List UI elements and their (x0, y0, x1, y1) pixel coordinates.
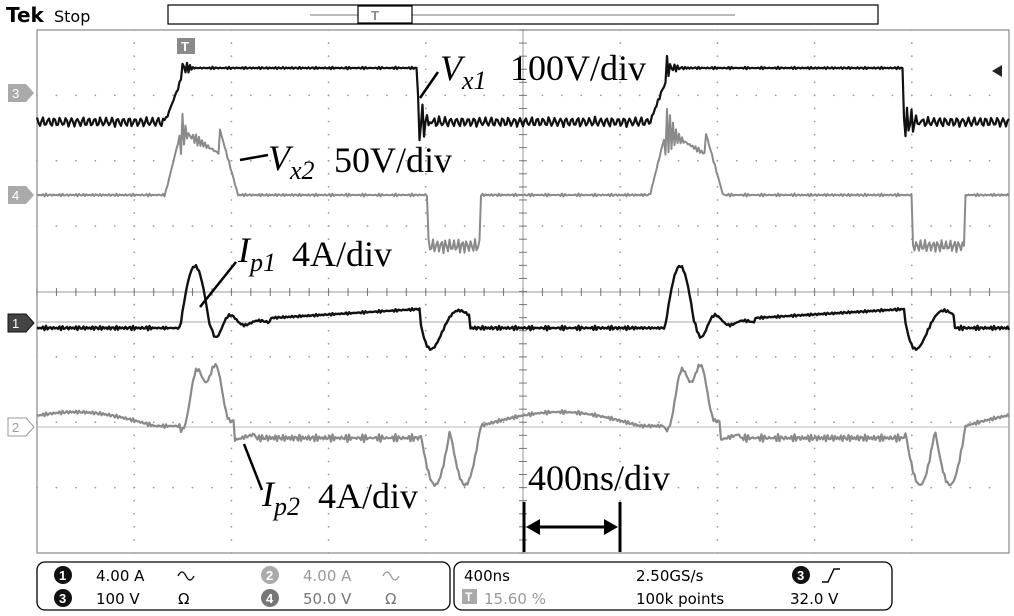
trigger-position-marker-label: T (181, 39, 189, 54)
vx1-scale-label: 100V/div (510, 48, 646, 88)
svg-text:4: 4 (12, 188, 19, 203)
ip1-waveform (36, 263, 1011, 351)
ch1-reference-marker[interactable]: 1 (7, 313, 35, 333)
ch2-reference-marker[interactable]: 2 (7, 417, 35, 437)
acquisition-status: Stop (54, 7, 90, 26)
vx2-waveform (36, 107, 1010, 255)
ch3-impedance-icon: Ω (178, 590, 189, 608)
ip1-scale-label: 4A/div (292, 234, 392, 274)
record-view-bar[interactable]: T (167, 4, 879, 25)
svg-text:Ip1: Ip1 (237, 230, 276, 277)
svg-text:2: 2 (266, 568, 273, 583)
ch1-ac-coupling-icon (177, 571, 195, 581)
svg-text:3: 3 (797, 568, 804, 583)
svg-text:Ip2: Ip2 (261, 474, 300, 521)
svg-text:1: 1 (59, 568, 66, 583)
time-scale-label: 400ns/div (528, 458, 670, 498)
trigger-level-marker[interactable] (992, 65, 1002, 77)
trigger-position-marker[interactable]: T (177, 38, 195, 54)
timebase-value: 400ns (464, 567, 510, 585)
ch4-impedance-icon: Ω (385, 590, 396, 608)
vx2-annotation: Vx2 50V/div (239, 138, 452, 185)
trigger-source-badge (792, 566, 810, 584)
ch1-scale: 4.00 A (96, 567, 145, 585)
svg-text:3: 3 (12, 86, 19, 101)
vx2-scale-label: 50V/div (334, 140, 452, 180)
ch4-badge (261, 589, 279, 607)
ch2-ac-coupling-icon (382, 571, 400, 581)
vx1-waveform (35, 54, 1010, 142)
svg-text:4: 4 (266, 591, 274, 606)
ch3-reference-marker[interactable]: 3 (8, 84, 34, 102)
record-trigger-marker: T (371, 8, 379, 23)
ch2-scale: 4.00 A (303, 567, 352, 585)
svg-text:2: 2 (12, 420, 19, 435)
sample-rate-value: 2.50GS/s (636, 567, 704, 585)
record-length-value: 100k points (636, 590, 724, 608)
graticule (36, 29, 1010, 554)
trigger-level-value: 32.0 V (790, 590, 839, 608)
ch4-reference-marker[interactable]: 4 (8, 186, 34, 204)
svg-text:T: T (465, 590, 473, 604)
ip2-scale-label: 4A/div (318, 476, 418, 516)
svg-text:Vx2: Vx2 (268, 138, 315, 185)
svg-text:Vx1: Vx1 (440, 48, 487, 95)
ch1-badge (54, 566, 72, 584)
ch4-scale: 50.0 V (303, 590, 352, 608)
horizontal-readout-panel[interactable]: 400ns T 15.60 % 2.50GS/s 100k points 3 3… (453, 561, 893, 611)
time-scale-annotation: 400ns/div (522, 458, 670, 552)
ch2-badge (261, 566, 279, 584)
rising-edge-icon (822, 568, 840, 583)
ip2-annotation: Ip2 4A/div (242, 443, 418, 521)
trigger-position-value: 15.60 % (484, 590, 546, 608)
svg-text:1: 1 (12, 316, 19, 331)
vx1-annotation: Vx1 100V/div (418, 48, 646, 99)
ch3-badge (54, 589, 72, 607)
vertical-readout-panel[interactable]: 1 4.00 A 2 4.00 A 3 100 V Ω 4 50.0 V Ω (36, 561, 451, 611)
ip1-annotation: Ip1 4A/div (199, 230, 392, 308)
ch3-scale: 100 V (96, 590, 140, 608)
brand-label: Tek (6, 3, 45, 27)
ip2-waveform (36, 363, 1010, 488)
trigger-position-icon (462, 589, 477, 604)
svg-text:3: 3 (59, 591, 66, 606)
